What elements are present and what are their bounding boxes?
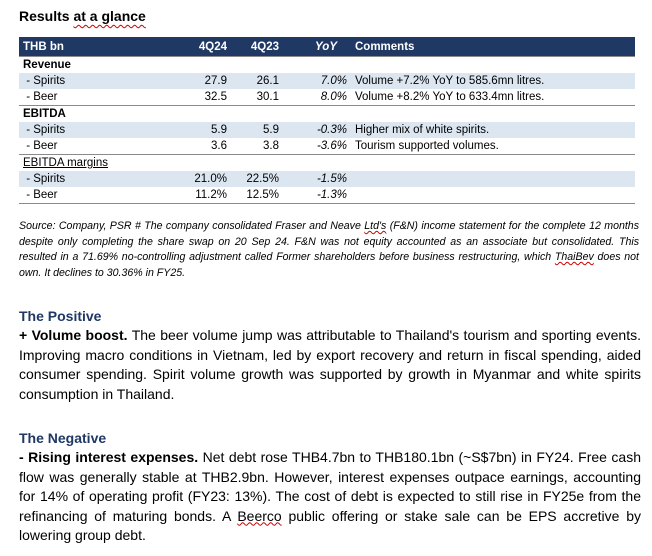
cell-4q24: 32.5 [204,91,227,103]
cell-4q23: 3.8 [263,140,279,152]
negative-paragraph: - Rising interest expenses. Net debt ros… [19,448,641,546]
header-yoy: YoY [283,37,351,57]
results-table: THB bn 4Q24 4Q23 YoY Comments Revenue - … [19,37,635,204]
positive-lead: + Volume boost. [19,327,128,343]
source-thaibev: ThaiBev [554,251,594,263]
positive-heading: The Positive [19,308,102,324]
cell-comment [351,187,635,204]
cell-comment: Volume +7.2% YoY to 585.6mn litres. [351,73,635,89]
negative-text-1: Net debt rose THB4.7bn to THB180.1bn (~S… [19,449,641,524]
cell-4q23: 26.1 [231,73,283,89]
source-text-1: Source: Company, PSR # The company conso… [19,220,365,232]
cell-yoy: 7.0% [283,73,351,89]
negative-heading: The Negative [19,430,107,446]
table-row: - Spirits 27.9 26.1 7.0% Volume +7.2% Yo… [19,73,635,89]
section-label-revenue: Revenue [19,56,635,73]
cell-4q24: 11.2% [171,187,231,204]
cell-yoy: -1.3% [283,187,351,204]
section-label-margins: EBITDA margins [19,154,635,171]
table-row: - Beer 11.2% 12.5% -1.3% [19,187,635,204]
section-row-margins: EBITDA margins [19,154,635,171]
cell-4q24: 21.0% [171,171,231,187]
header-4q23: 4Q23 [231,37,283,57]
negative-text-2: public offering or stake sale can be EPS… [19,507,641,544]
row-label: - Spirits [19,171,171,187]
table-header-row: THB bn 4Q24 4Q23 YoY Comments [19,37,635,57]
row-label: - Beer [19,187,171,204]
header-4q24: 4Q24 [171,37,231,57]
negative-lead: - Rising interest expenses. [19,449,199,465]
cell-yoy: -3.6% [316,140,347,152]
cell-4q24: 3.6 [211,140,227,152]
cell-4q23: 22.5% [231,171,283,187]
row-label: - Beer [23,91,58,103]
negative-beerco: Beerco [237,507,282,524]
cell-comment: Volume +8.2% YoY to 633.4mn litres. [355,91,545,103]
title-suffix: at a glance [73,8,146,24]
header-unit: THB bn [19,37,171,57]
row-label: - Beer [23,140,58,152]
section-label-ebitda: EBITDA [19,105,635,122]
cell-comment: Tourism supported volumes. [355,140,499,152]
cell-yoy: 8.0% [320,91,347,103]
cell-comment [351,171,635,187]
table-row: - Spirits 5.9 5.9 -0.3% Higher mix of wh… [19,122,635,138]
source-note: Source: Company, PSR # The company conso… [19,219,639,281]
cell-yoy: -1.5% [283,171,351,187]
positive-paragraph: + Volume boost. The beer volume jump was… [19,326,641,404]
source-text-3: does not own. It declines to 30.36% in F… [19,251,640,279]
cell-comment: Higher mix of white spirits. [351,122,635,138]
cell-4q23: 30.1 [256,91,279,103]
section-title: Results at a glance [19,8,146,24]
cell-4q24: 5.9 [171,122,231,138]
section-row-ebitda: EBITDA [19,105,635,122]
row-label: - Spirits [19,122,171,138]
header-comments: Comments [351,37,635,57]
table-row: - Beer 32.5 30.1 8.0% Volume +8.2% YoY t… [19,89,635,106]
cell-4q23: 5.9 [231,122,283,138]
table-row: - Spirits 21.0% 22.5% -1.5% [19,171,635,187]
cell-4q23: 12.5% [231,187,283,204]
row-label: - Spirits [19,73,171,89]
positive-text: The beer volume jump was attributable to… [19,327,641,402]
cell-4q24: 27.9 [171,73,231,89]
margins-label-text: EBITDA margins [23,157,108,169]
cell-yoy: -0.3% [283,122,351,138]
source-ltds: Ltd's [364,220,387,232]
section-row-revenue: Revenue [19,56,635,73]
title-prefix: Results [19,8,74,24]
table-row: - Beer 3.6 3.8 -3.6% Tourism supported v… [19,138,635,155]
source-text-2: (F&N) income statement for the complete … [19,220,639,263]
